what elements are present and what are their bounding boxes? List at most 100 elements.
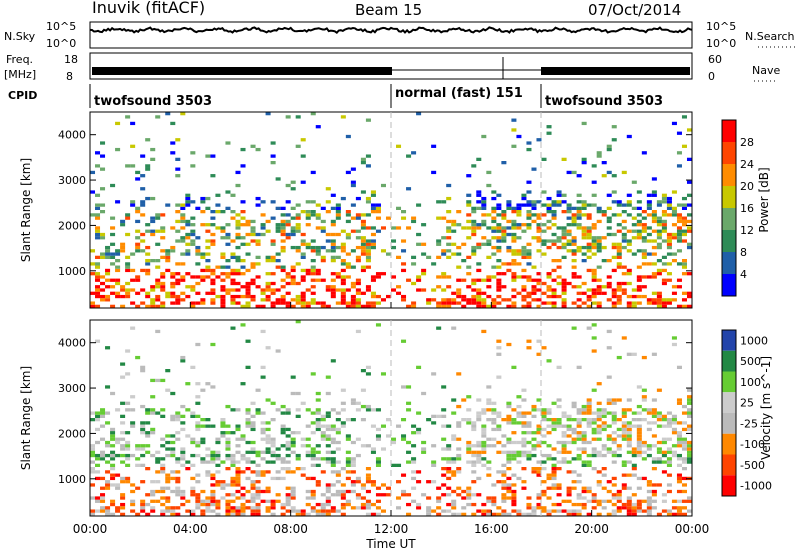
- power-cell: [651, 275, 657, 279]
- power-cell: [661, 229, 667, 233]
- velocity-cell: [456, 404, 462, 409]
- power-cell: [466, 255, 472, 259]
- velocity-cell: [521, 421, 527, 425]
- velocity-cell: [105, 480, 111, 484]
- velocity-cell: [521, 480, 527, 484]
- velocity-cell: [230, 326, 236, 330]
- power-cell: [451, 223, 457, 227]
- power-cell: [586, 268, 592, 273]
- power-cell: [606, 216, 612, 220]
- power-cell: [170, 226, 176, 230]
- velocity-cell: [456, 372, 462, 376]
- velocity-cell: [456, 470, 462, 474]
- power-cell: [350, 180, 356, 184]
- power-cell: [481, 219, 487, 224]
- power-cell: [370, 193, 376, 197]
- velocity-cell: [571, 470, 577, 474]
- velocity-cell: [255, 493, 261, 497]
- velocity-cell: [526, 346, 532, 350]
- velocity-cell: [325, 502, 331, 507]
- power-cell: [436, 239, 442, 243]
- power-colorbar-tick: 16: [740, 202, 754, 215]
- velocity-cell: [305, 512, 311, 516]
- power-cell: [551, 242, 557, 246]
- velocity-cell: [631, 447, 637, 451]
- power-cell: [340, 275, 346, 279]
- velocity-cell: [436, 512, 442, 516]
- velocity-cell: [426, 496, 432, 500]
- power-cell: [165, 252, 171, 256]
- power-cell: [496, 206, 502, 210]
- velocity-cell: [626, 473, 632, 477]
- velocity-cell: [315, 408, 321, 412]
- power-cell: [546, 288, 552, 292]
- power-cell: [531, 291, 537, 295]
- velocity-cell: [526, 496, 532, 500]
- power-cell: [681, 291, 687, 295]
- power-cell: [576, 223, 582, 227]
- power-cell: [220, 272, 226, 276]
- power-cell: [335, 210, 341, 214]
- power-cell: [110, 291, 116, 295]
- velocity-cell: [506, 421, 512, 425]
- velocity-cell: [145, 408, 151, 412]
- velocity-cell: [130, 502, 136, 507]
- power-cell: [255, 255, 261, 259]
- power-cell: [581, 232, 587, 237]
- velocity-cell: [280, 457, 286, 461]
- power-cell: [616, 262, 622, 266]
- velocity-cell: [461, 512, 467, 516]
- velocity-cell: [446, 447, 452, 451]
- nsky-top-tick: 10^5: [46, 20, 76, 33]
- power-cell: [626, 239, 632, 243]
- power-cell: [100, 203, 106, 207]
- velocity-cell: [441, 457, 447, 461]
- power-cell: [551, 268, 557, 273]
- velocity-cell: [391, 437, 397, 441]
- velocity-cell: [310, 457, 316, 461]
- velocity-cell: [270, 476, 276, 481]
- velocity-cell: [130, 326, 136, 330]
- velocity-cell: [100, 437, 106, 441]
- velocity-cell: [461, 418, 467, 422]
- power-cell: [230, 288, 236, 292]
- power-cell: [396, 285, 402, 289]
- velocity-cell: [576, 421, 582, 425]
- power-cell: [255, 262, 261, 266]
- power-cell: [616, 242, 622, 246]
- velocity-cell: [451, 506, 457, 510]
- power-cell: [641, 226, 647, 230]
- power-cell: [290, 265, 296, 269]
- velocity-cell: [621, 473, 627, 477]
- velocity-cell: [471, 427, 477, 432]
- power-cell: [300, 210, 306, 214]
- velocity-cell: [355, 401, 361, 405]
- power-cell: [305, 304, 311, 308]
- velocity-cell: [325, 427, 331, 432]
- velocity-cell: [115, 509, 121, 513]
- velocity-cell: [651, 467, 657, 471]
- power-cell: [185, 252, 191, 256]
- power-cell: [175, 294, 181, 299]
- velocity-cell: [611, 496, 617, 500]
- velocity-cell: [661, 450, 667, 454]
- power-cell: [280, 226, 286, 230]
- velocity-cell: [145, 431, 151, 435]
- power-cell: [611, 138, 617, 142]
- power-cell: [340, 294, 346, 299]
- velocity-cell: [160, 512, 166, 516]
- power-cell: [290, 229, 296, 233]
- power-cell: [215, 226, 221, 230]
- velocity-cell: [240, 323, 246, 327]
- velocity-cell: [676, 434, 682, 438]
- power-cell: [666, 301, 672, 305]
- power-cell: [290, 278, 296, 282]
- power-cell: [651, 262, 657, 266]
- power-cell: [195, 275, 201, 279]
- velocity-cell: [260, 365, 266, 369]
- velocity-cell: [160, 463, 166, 467]
- velocity-cell: [571, 401, 577, 405]
- power-cell: [556, 275, 562, 279]
- station-title: Inuvik (fitACF): [92, 0, 205, 17]
